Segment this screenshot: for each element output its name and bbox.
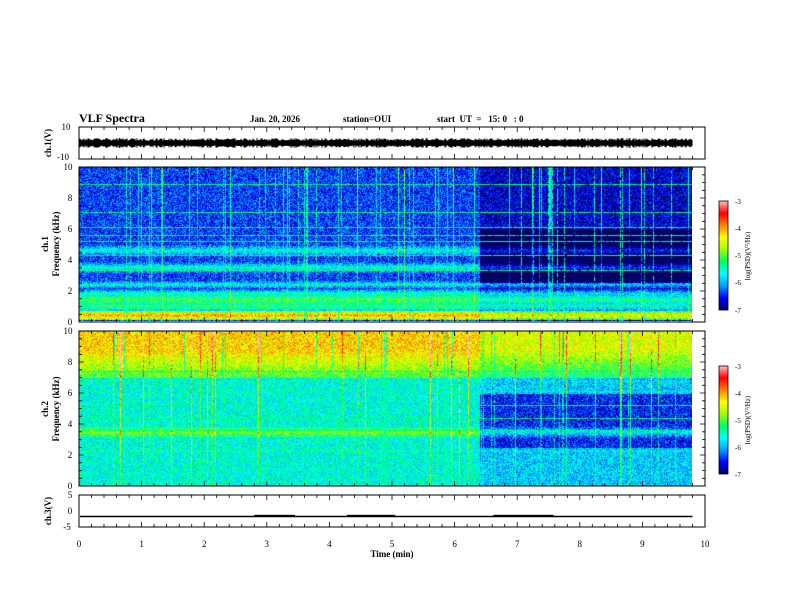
x-tick-label-10: 10 xyxy=(701,539,711,549)
ch2-spec-channel-label: ch.2 xyxy=(40,401,50,417)
ch1-spec-ytick-0: 0 xyxy=(68,317,73,327)
ch1-colorbar-tick-m7: -7 xyxy=(735,307,741,315)
ch1-wave-ytick-top: 10 xyxy=(62,122,72,132)
x-tick-label-8: 8 xyxy=(578,539,583,549)
ch2-spec-ytick-4: 4 xyxy=(68,419,73,429)
x-tick-label-1: 1 xyxy=(139,539,144,549)
ch1-spec-ytick-6: 6 xyxy=(68,224,73,234)
x-tick-label-3: 3 xyxy=(265,539,270,549)
ch1-colorbar: -3 -4 -5 -6 -7 log(PSD)(V²/Hz) xyxy=(718,198,752,315)
ch3-segment-2 xyxy=(346,514,396,517)
ch1-spec-channel-label: ch.1 xyxy=(40,236,50,252)
ch1-spec-ytick-8: 8 xyxy=(68,193,73,203)
ch2-colorbar-label: log(PSD)(V²/Hz) xyxy=(744,395,752,444)
ch2-spec-ytick-8: 8 xyxy=(68,357,73,367)
x-tick-label-6: 6 xyxy=(452,539,457,549)
station-label: station=OUI xyxy=(343,114,392,124)
ch3-ytick-minus5: -5 xyxy=(63,522,71,532)
ch1-wave-ylabel: ch.1(V) xyxy=(43,129,53,157)
ch1-waveform-plot xyxy=(79,138,693,148)
ch1-colorbar-gradient xyxy=(718,200,729,311)
ch1-waveform-trace xyxy=(79,138,693,148)
ch1-spectrogram-image xyxy=(79,167,692,321)
date-label: Jan. 20, 2026 xyxy=(250,114,301,124)
ch1-wave-ytick-bottom: -10 xyxy=(57,152,69,162)
x-axis-title: Time (min) xyxy=(370,549,413,559)
ch1-spec-ylabel: Frequency (kHz) xyxy=(51,211,61,276)
figure-title: VLF Spectra xyxy=(79,111,145,125)
ch1-colorbar-tick-m5: -5 xyxy=(735,252,741,260)
ch2-colorbar: -3 -4 -5 -6 -7 log(PSD)(V²/Hz) xyxy=(718,363,752,479)
ch1-spec-ytick-2: 2 xyxy=(68,286,73,296)
x-tick-label-7: 7 xyxy=(515,539,520,549)
x-tick-label-0: 0 xyxy=(77,539,82,549)
ch2-spec-ytick-10: 10 xyxy=(64,326,74,336)
ch3-status-plot xyxy=(80,514,693,518)
x-tick-label-4: 4 xyxy=(327,539,332,549)
start-time-label: start UT = 15: 0 : 0 xyxy=(437,114,524,124)
ch3-segment-1 xyxy=(254,514,295,517)
ch1-colorbar-tick-m3: -3 xyxy=(735,198,741,206)
ch3-segment-3 xyxy=(493,514,554,517)
ch2-colorbar-tick-m6: -6 xyxy=(735,444,741,452)
ch2-colorbar-tick-m3: -3 xyxy=(735,363,741,371)
tick-marks xyxy=(78,127,706,527)
ch2-spec-ytick-2: 2 xyxy=(68,450,73,460)
ch2-spec-ytick-0: 0 xyxy=(68,481,73,491)
ch2-spec-ytick-6: 6 xyxy=(68,388,73,398)
x-tick-label-9: 9 xyxy=(640,539,645,549)
ch3-ytick-0: 0 xyxy=(68,506,73,516)
ch1-colorbar-tick-m6: -6 xyxy=(735,279,741,287)
axis-ticks: 0 1 2 3 4 5 6 7 8 9 10 xyxy=(77,127,710,549)
ch1-colorbar-tick-m4: -4 xyxy=(735,225,741,233)
ch2-colorbar-gradient xyxy=(718,365,729,475)
ch2-spectrogram-image xyxy=(79,331,692,486)
x-tick-label-2: 2 xyxy=(202,539,207,549)
ch2-colorbar-tick-m4: -4 xyxy=(735,390,741,398)
ch1-spec-ytick-10: 10 xyxy=(64,162,74,172)
x-tick-label-5: 5 xyxy=(390,539,395,549)
ch2-spec-ylabel: Frequency (kHz) xyxy=(51,376,61,441)
ch1-colorbar-label: log(PSD)(V²/Hz) xyxy=(744,231,752,280)
ch1-spec-ytick-4: 4 xyxy=(68,255,73,265)
ch3-ylabel: ch.3(V) xyxy=(43,497,53,525)
ch2-colorbar-tick-m7: -7 xyxy=(735,471,741,479)
ch2-colorbar-tick-m5: -5 xyxy=(735,417,741,425)
ch3-ytick-5: 5 xyxy=(68,490,73,500)
